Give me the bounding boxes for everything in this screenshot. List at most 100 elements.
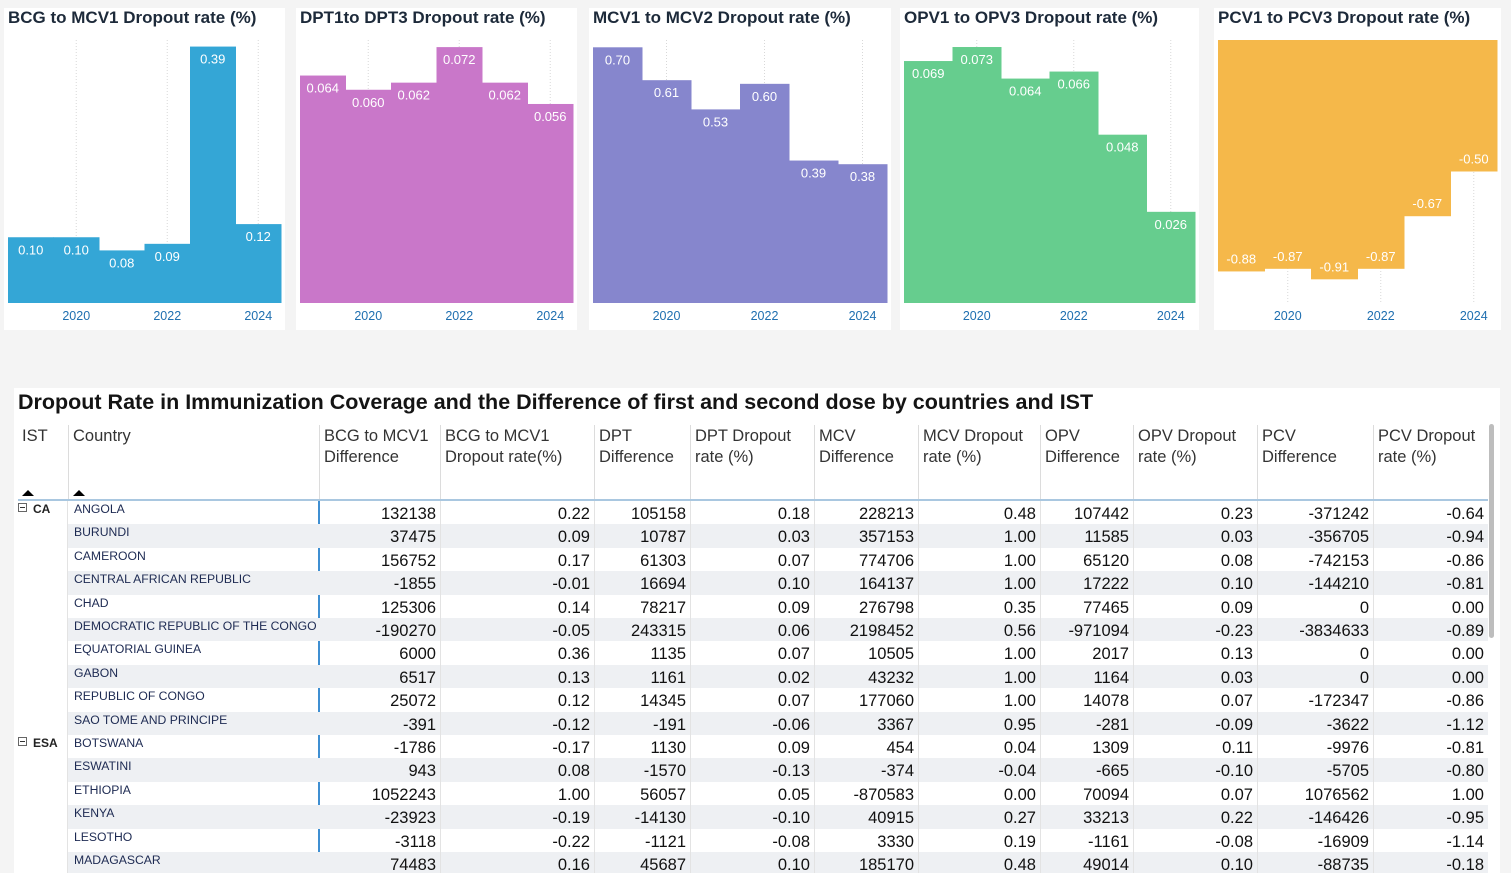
column-header-7[interactable]: MCV Difference (814, 425, 918, 499)
table-row[interactable]: KENYA -23923 -0.19 -14130 -0.10 40915 0.27 3321… (18, 805, 1488, 829)
bar-2022[interactable] (1357, 40, 1405, 269)
table-row[interactable]: CHAD 125306 0.14 78217 0.09 276798 0.35 77465 0.… (18, 594, 1488, 618)
bar-2019[interactable] (593, 47, 643, 303)
value-cell: -0.08 (690, 828, 814, 852)
sort-ascending-icon[interactable] (73, 490, 85, 496)
table-row[interactable]: EQUATORIAL GUINEA 6000 0.36 1135 0.07 10505 1.… (18, 641, 1488, 665)
table-row[interactable]: REPUBLIC OF CONGO 25072 0.12 14345 0.07 17706… (18, 688, 1488, 712)
column-header-8[interactable]: MCV Dropout rate (%) (918, 425, 1040, 499)
bar-2024[interactable] (1146, 211, 1196, 303)
value-cell: 1135 (594, 641, 690, 665)
bar-2023[interactable] (1404, 40, 1451, 217)
bar-2021[interactable] (391, 82, 437, 303)
bar-2022[interactable] (436, 47, 483, 303)
data-label: 0.062 (488, 88, 521, 103)
value-cell: -0.80 (1373, 758, 1488, 782)
value-cell: 0.10 (690, 852, 814, 873)
table-row[interactable]: MADAGASCAR 74483 0.16 45687 0.10 185170 0.48 49… (18, 852, 1488, 873)
ist-group-label[interactable]: ESA (18, 736, 58, 756)
column-header-5[interactable]: DPT Difference (594, 425, 690, 499)
ist-group-label[interactable]: CA (18, 502, 50, 522)
table-row[interactable]: CAMEROON 156752 0.17 61303 0.07 774706 1.00 651… (18, 547, 1488, 572)
value-cell: -0.86 (1373, 688, 1488, 712)
value-cell: 16694 (594, 571, 690, 595)
value-cell: -0.89 (1373, 618, 1488, 642)
chart-card-2: DPT1to DPT3 Dropout rate (%) 0.064 0.060 0.… (296, 8, 577, 330)
value-cell: 1.00 (918, 688, 1040, 712)
table-row[interactable]: BURUNDI 37475 0.09 10787 0.03 357153 1.00 11585… (18, 524, 1488, 548)
data-label: -0.88 (1226, 251, 1256, 266)
bar-2019[interactable] (300, 75, 346, 303)
value-cell: 774706 (814, 547, 918, 572)
value-cell: -0.64 (1373, 501, 1488, 525)
chart-plot: 0.70 0.61 0.53 0.60 0.39 0.38 2020 2022 2024 (593, 40, 888, 323)
table-row[interactable]: ETHIOPIA 1052243 1.00 56057 0.05 -870583 0.00 7… (18, 781, 1488, 806)
value-cell: -0.01 (440, 571, 594, 595)
bar-2019[interactable] (1218, 40, 1265, 272)
value-cell: 0.10 (690, 571, 814, 595)
column-header-4[interactable]: BCG to MCV1 Dropout rate(%) (440, 425, 594, 499)
value-cell: -971094 (1040, 618, 1133, 642)
value-cell: 0.18 (690, 501, 814, 525)
table-row[interactable]: DEMOCRATIC REPUBLIC OF THE CONGO -190270-… (18, 618, 1488, 642)
data-label: 0.060 (352, 95, 385, 110)
bar-2024[interactable] (527, 103, 574, 303)
bar-2019[interactable] (904, 61, 953, 303)
country-cell: BURUNDI (74, 525, 130, 540)
table-row[interactable]: SAO TOME AND PRINCIPE -391 -0.12 -191 -0.06 3… (18, 711, 1488, 735)
value-cell: -23923 (384, 809, 436, 828)
bar-2024[interactable] (235, 224, 282, 303)
data-label: 0.60 (752, 89, 777, 104)
value-cell: 0.05 (690, 781, 814, 806)
value-cell: 11585 (1040, 524, 1133, 548)
value-cell: 276798 (814, 594, 918, 618)
bar-2021[interactable] (99, 250, 145, 303)
column-header-10[interactable]: OPV Dropout rate (%) (1133, 425, 1257, 499)
table-row[interactable]: CENTRAL AFRICAN REPUBLIC -1855 -0.01 16694 0… (18, 571, 1488, 595)
x-tick-label: 2024 (849, 309, 877, 323)
table-row[interactable]: GABON 6517 0.13 1161 0.02 43232 1.00 1164 0.03 0 0… (18, 664, 1488, 689)
bar-2020[interactable] (1264, 40, 1312, 269)
bar-2021[interactable] (1311, 40, 1358, 280)
vertical-scrollbar[interactable] (1489, 424, 1494, 638)
value-cell: 1161 (594, 664, 690, 689)
column-header-1[interactable]: IST (18, 425, 68, 499)
data-label: 0.062 (397, 88, 430, 103)
bar-2022[interactable] (740, 83, 790, 303)
column-header-2[interactable]: Country (68, 425, 318, 499)
column-header-3[interactable]: BCG to MCV1 Difference (319, 425, 440, 499)
bar-2020[interactable] (642, 80, 692, 303)
bar-2022[interactable] (144, 243, 191, 303)
value-cell: 0.56 (918, 618, 1040, 642)
data-label: 0.064 (1009, 84, 1042, 99)
value-cell: -0.94 (1373, 524, 1488, 548)
value-cell: 0.03 (690, 524, 814, 548)
bar-2021[interactable] (691, 109, 741, 304)
bar-2020[interactable] (952, 47, 1002, 303)
bar-2024[interactable] (838, 164, 888, 303)
country-cell: CHAD (74, 595, 109, 610)
bar-2023[interactable] (789, 160, 839, 303)
table-row[interactable]: BOTSWANA -1786 -0.17 1130 0.09 454 0.04 1309 0.1… (18, 735, 1488, 759)
bar-2022[interactable] (1049, 71, 1099, 303)
table-row[interactable]: LESOTHO -3118 -0.22 -1121 -0.08 3330 0.19 -1161… (18, 828, 1488, 852)
bar-2020[interactable] (345, 89, 392, 303)
column-header-9[interactable]: OPV Difference (1040, 425, 1133, 499)
column-header-6[interactable]: DPT Dropout rate (%) (690, 425, 814, 499)
sort-ascending-icon[interactable] (22, 490, 34, 496)
collapse-icon[interactable] (18, 737, 27, 746)
table-row[interactable]: ANGOLA 132138 0.22 105158 0.18 228213 0.48 1074… (18, 501, 1488, 525)
bar-2020[interactable] (53, 237, 100, 303)
bar-2021[interactable] (1001, 78, 1050, 303)
collapse-icon[interactable] (18, 503, 27, 512)
bar-2019[interactable] (8, 237, 54, 303)
bar-2024[interactable] (1450, 40, 1498, 172)
value-cell: 125306 (380, 598, 436, 617)
bar-2023[interactable] (482, 82, 528, 303)
column-header-11[interactable]: PCV Difference (1257, 425, 1373, 499)
column-header-label: MCV Difference (819, 427, 894, 466)
bar-2023[interactable] (190, 46, 236, 303)
column-header-12[interactable]: PCV Dropout rate (%) (1373, 425, 1488, 499)
bar-2023[interactable] (1098, 134, 1147, 303)
table-row[interactable]: ESWATINI 943 0.08 -1570 -0.13 -374 -0.04 -665 -0… (18, 758, 1488, 782)
